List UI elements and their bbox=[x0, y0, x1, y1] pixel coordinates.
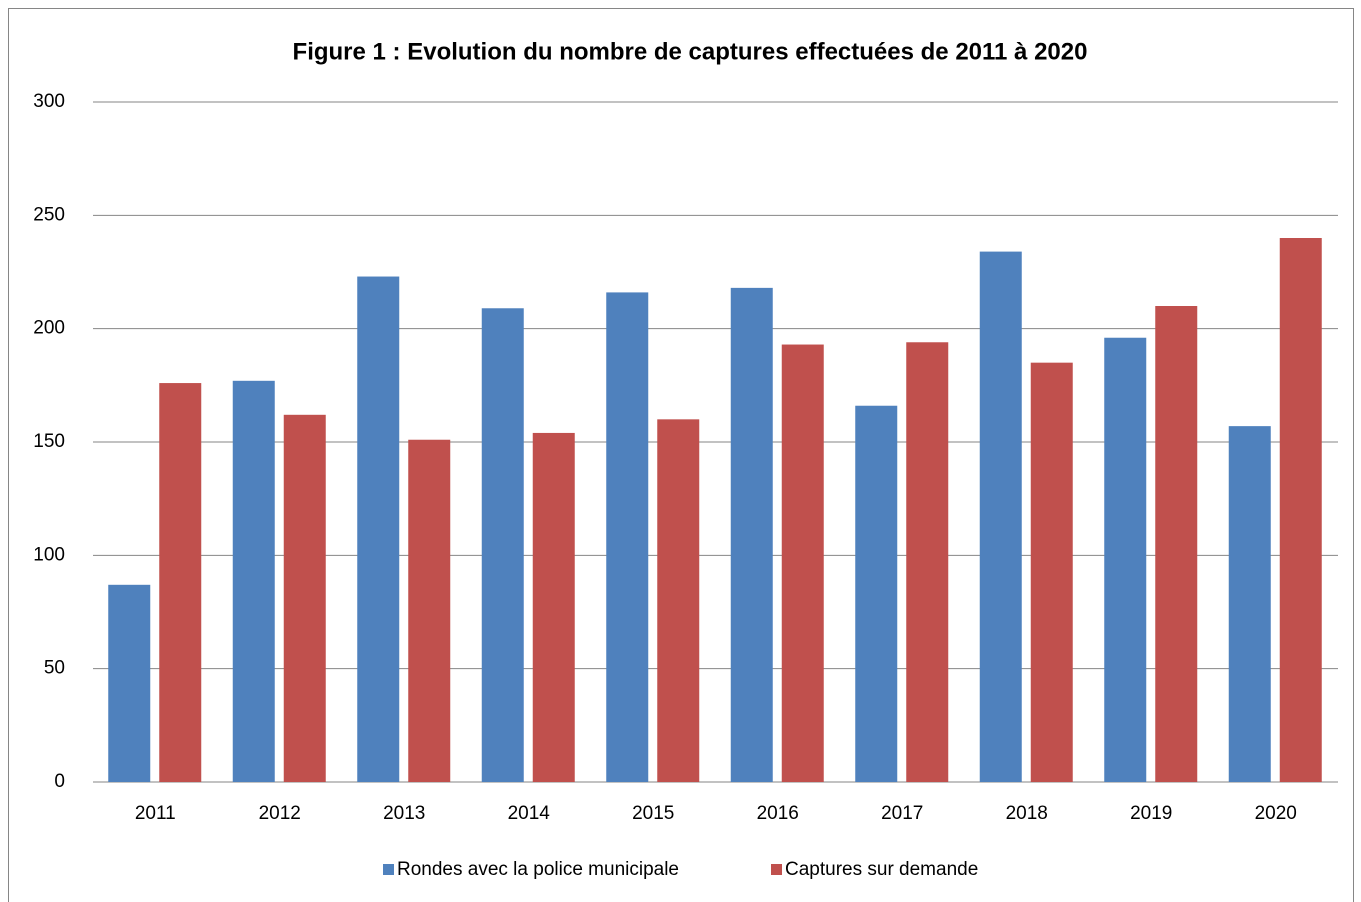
bar bbox=[657, 419, 700, 782]
x-tick-label: 2015 bbox=[632, 803, 674, 824]
x-tick-label: 2019 bbox=[1130, 803, 1172, 824]
bar bbox=[855, 405, 898, 782]
x-tick-label: 2018 bbox=[1006, 803, 1048, 824]
bar bbox=[408, 439, 451, 782]
bar bbox=[606, 292, 649, 782]
bar bbox=[979, 251, 1022, 783]
bar bbox=[481, 308, 524, 782]
y-tick-label: 100 bbox=[33, 544, 65, 565]
bar bbox=[1279, 238, 1322, 782]
x-tick-label: 2011 bbox=[135, 803, 176, 824]
bar bbox=[730, 287, 773, 782]
bar bbox=[1155, 306, 1198, 782]
legend-swatch bbox=[383, 864, 394, 875]
bar bbox=[1030, 362, 1073, 782]
x-tick-label: 2013 bbox=[383, 803, 425, 824]
y-tick-label: 0 bbox=[54, 771, 65, 792]
bar bbox=[1228, 426, 1271, 782]
y-tick-label: 150 bbox=[33, 431, 65, 452]
bar bbox=[108, 584, 151, 782]
bar bbox=[232, 380, 275, 782]
x-tick-label: 2016 bbox=[757, 803, 799, 824]
x-tick-label: 2017 bbox=[881, 803, 923, 824]
legend-label: Captures sur demande bbox=[785, 859, 978, 880]
y-tick-label: 250 bbox=[33, 204, 65, 225]
chart-frame bbox=[8, 8, 1354, 902]
legend-swatch bbox=[771, 864, 782, 875]
chart-title: Figure 1 : Evolution du nombre de captur… bbox=[293, 38, 1088, 65]
legend-label: Rondes avec la police municipale bbox=[397, 859, 679, 880]
bar bbox=[357, 276, 400, 782]
x-tick-label: 2014 bbox=[508, 803, 551, 824]
y-tick-label: 200 bbox=[33, 318, 65, 339]
bar bbox=[1104, 337, 1147, 782]
bar bbox=[532, 432, 575, 782]
x-tick-label: 2020 bbox=[1255, 803, 1297, 824]
bar bbox=[906, 342, 949, 782]
y-tick-label: 300 bbox=[33, 91, 65, 112]
bar bbox=[283, 414, 326, 782]
x-tick-label: 2012 bbox=[259, 803, 301, 824]
bar bbox=[781, 344, 824, 782]
bar bbox=[159, 383, 202, 782]
y-tick-label: 50 bbox=[44, 658, 65, 679]
